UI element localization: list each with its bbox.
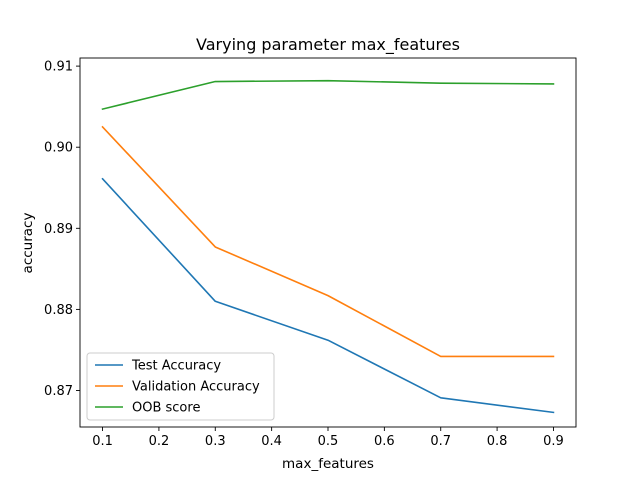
x-tick-label: 0.2 [149,434,170,449]
x-tick-label: 0.4 [261,434,282,449]
x-tick-label: 0.8 [487,434,508,449]
legend-box [86,352,275,421]
y-tick-label: 0.89 [44,222,73,237]
series-line-2 [101,79,555,111]
legend: Test Accuracy Validation Accuracy OOB scor… [86,352,275,421]
axis-ticks: 0.1 0.2 0.3 0.4 0.5 0.6 0.7 0.8 0.9 0.87 0.88 0.89 0… [44,60,564,449]
series-line-1 [101,125,555,358]
x-tick-label: 0.3 [205,434,226,449]
x-tick-label: 0.7 [430,434,451,449]
y-tick-label: 0.88 [44,303,73,318]
x-tick-label: 0.9 [543,434,564,449]
y-axis-label: accuracy [20,213,36,274]
series-line-0 [101,177,555,414]
y-tick-label: 0.91 [44,60,73,75]
x-tick-label: 0.6 [374,434,395,449]
x-tick-label: 0.1 [92,434,113,449]
x-axis-label: max_features [282,456,374,472]
legend-entry-label: Test Accuracy [131,359,221,374]
y-tick-label: 0.90 [44,141,73,156]
chart-title: Varying parameter max_features [196,35,460,55]
legend-entry-label: OOB score [132,401,200,416]
y-tick-label: 0.87 [44,384,73,399]
x-tick-label: 0.5 [318,434,339,449]
legend-entry-label: Validation Accuracy [132,380,260,395]
